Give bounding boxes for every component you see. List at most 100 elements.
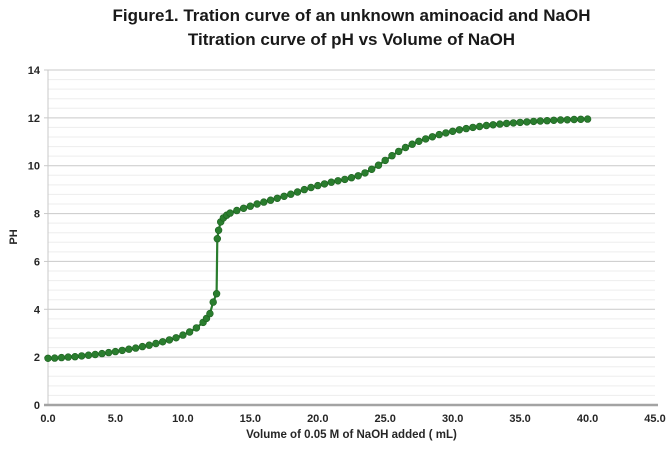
data-point	[84, 351, 93, 359]
x-tick-label: 20.0	[307, 413, 328, 425]
x-tick-label: 35.0	[509, 413, 530, 425]
data-point	[57, 353, 66, 362]
data-point	[556, 116, 565, 124]
data-point	[98, 349, 106, 358]
data-point	[206, 309, 214, 318]
data-point	[287, 190, 295, 198]
data-point	[455, 126, 464, 134]
data-point	[570, 115, 578, 124]
data-point	[165, 336, 174, 344]
data-point	[428, 133, 437, 141]
data-point	[152, 339, 160, 348]
data-point	[111, 347, 120, 356]
data-point	[145, 341, 153, 349]
data-point	[334, 177, 342, 185]
data-point	[293, 188, 302, 196]
data-point	[462, 124, 470, 133]
data-point	[320, 180, 329, 188]
data-point	[489, 121, 497, 129]
data-point	[381, 156, 389, 165]
x-tick-label: 15.0	[240, 413, 261, 425]
data-point	[125, 345, 133, 353]
data-point	[583, 115, 592, 123]
data-point	[50, 354, 59, 362]
data-point	[314, 181, 322, 190]
data-point	[192, 324, 201, 332]
data-point	[213, 235, 222, 243]
x-tick-label: 0.0	[40, 413, 55, 425]
data-point	[226, 209, 234, 217]
data-point	[529, 117, 538, 126]
data-point	[502, 119, 511, 128]
figure-title-line1: Figure1. Tration curve of an unknown ami…	[112, 6, 591, 25]
data-point	[509, 119, 518, 127]
data-point	[563, 116, 571, 124]
data-point	[300, 185, 308, 194]
y-tick-label: 2	[34, 352, 40, 364]
data-point	[246, 202, 255, 210]
data-point	[496, 120, 504, 128]
data-point	[408, 140, 416, 148]
data-point	[104, 348, 113, 357]
x-tick-label: 25.0	[375, 413, 396, 425]
data-point	[395, 147, 403, 156]
y-tick-label: 6	[34, 256, 40, 268]
data-point	[469, 123, 477, 132]
data-point	[374, 161, 383, 169]
data-point	[239, 204, 248, 213]
data-point	[77, 352, 86, 360]
data-point	[523, 118, 531, 126]
data-point	[273, 194, 281, 203]
x-axis-title: Volume of 0.05 M of NaOH added ( mL)	[246, 429, 457, 441]
data-point	[482, 121, 491, 130]
data-point	[422, 135, 430, 143]
y-axis-title: PH	[8, 229, 20, 245]
x-tick-label: 10.0	[172, 413, 193, 425]
y-tick-label: 0	[34, 400, 40, 412]
data-point	[368, 165, 376, 174]
data-point	[577, 115, 585, 124]
y-tick-label: 8	[34, 209, 40, 221]
data-point	[347, 174, 356, 182]
y-tick-label: 10	[28, 161, 40, 173]
data-point	[159, 338, 167, 346]
figure-title-line2: Titration curve of pH vs Volume of NaOH	[187, 30, 516, 49]
data-point	[185, 328, 194, 336]
data-point	[475, 122, 484, 131]
data-point	[550, 116, 558, 125]
x-tick-label: 45.0	[644, 413, 665, 425]
data-point	[415, 137, 423, 146]
data-point	[172, 334, 180, 342]
data-point	[260, 198, 268, 206]
data-point	[179, 331, 187, 339]
data-point	[388, 152, 396, 160]
data-point	[280, 192, 288, 201]
data-point	[44, 354, 52, 362]
data-point	[266, 196, 275, 204]
data-point	[132, 344, 140, 352]
data-point	[401, 143, 410, 152]
x-tick-label: 40.0	[577, 413, 598, 425]
data-point	[214, 226, 223, 235]
data-point	[536, 117, 544, 125]
data-point	[354, 172, 362, 180]
data-point	[71, 353, 79, 361]
data-point	[516, 118, 524, 127]
data-point	[233, 206, 241, 215]
data-point	[543, 116, 551, 125]
data-point	[209, 298, 217, 306]
data-point	[327, 178, 335, 186]
x-tick-label: 5.0	[108, 413, 123, 425]
data-point	[341, 175, 349, 184]
y-tick-label: 14	[28, 65, 41, 77]
data-point	[253, 200, 261, 208]
data-point	[442, 129, 450, 137]
data-point	[361, 169, 369, 177]
data-point	[435, 130, 443, 139]
data-point	[138, 342, 147, 351]
data-point	[91, 350, 99, 359]
data-point	[118, 346, 126, 355]
y-tick-label: 4	[34, 304, 41, 316]
